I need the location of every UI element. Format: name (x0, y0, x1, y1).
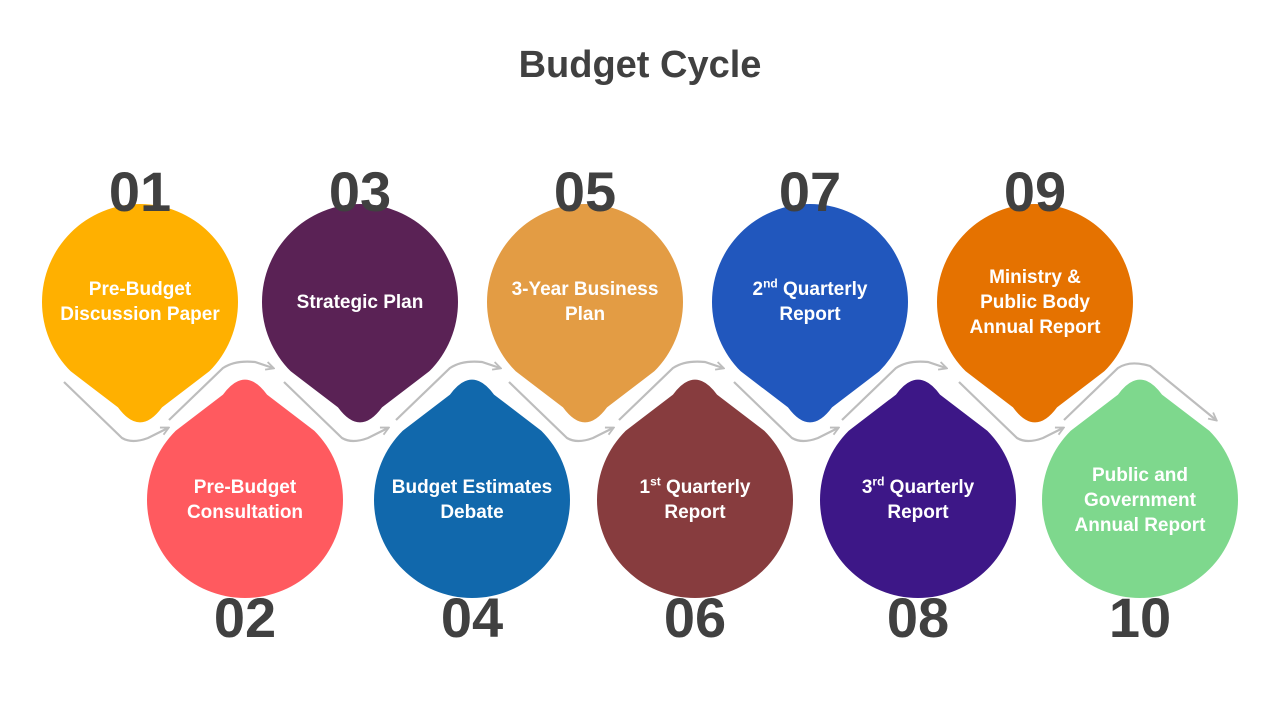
step-drop-01 (41, 203, 239, 423)
ordinal-suffix: rd (872, 474, 885, 489)
step-number-06: 06 (664, 586, 726, 649)
step-label-line: Public and (1091, 464, 1189, 486)
step-label-line: Discussion Paper (60, 304, 220, 325)
connector-arrow (733, 381, 838, 443)
connector-arrow (618, 360, 723, 421)
connector-arrow (508, 381, 613, 443)
step-label-line: Public Body (980, 291, 1090, 313)
connector-arrow (841, 360, 946, 421)
step-label-line: Strategic Plan (296, 291, 424, 313)
ordinal-number: 3 (861, 477, 873, 498)
step-label-03: Strategic Plan (275, 247, 445, 357)
step-label-06: 1st Quarterly Report (610, 445, 780, 555)
step-label-line: 2nd Quarterly (752, 277, 867, 302)
step-number-03: 03 (329, 160, 391, 223)
step-label-line: Annual Report (969, 316, 1101, 338)
step-drop-04 (373, 379, 570, 598)
step-label-line: 3rd Quarterly (862, 475, 974, 500)
step-drop-03 (261, 203, 458, 423)
step-label-line: Pre-Budget (88, 279, 192, 300)
step-label-04: Budget Estimates Debate (387, 445, 557, 555)
step-number-10: 10 (1109, 586, 1171, 649)
step-label-line: Consultation (186, 502, 304, 523)
step-label-02: Pre-Budget Consultation (160, 445, 330, 555)
step-label-line: Report (887, 502, 949, 523)
step-label-line: Ministry & (989, 266, 1081, 288)
ordinal-suffix: st (650, 474, 661, 489)
step-label-line: Budget Estimates (391, 477, 553, 498)
label-text: Quarterly (660, 477, 751, 498)
label-text: Quarterly (884, 477, 975, 498)
step-label-08: 3rd Quarterly Report (833, 445, 1003, 555)
ordinal-number: 2 (752, 279, 764, 300)
connector-arrow (283, 381, 388, 443)
step-label-line: Report (664, 502, 726, 523)
step-label-line: 1st Quarterly (639, 475, 750, 500)
step-label-line: Government (1084, 489, 1196, 511)
step-drop-08 (820, 379, 1016, 598)
connector-arrow (395, 360, 500, 421)
step-number-02: 02 (214, 586, 276, 649)
step-drop-02 (147, 379, 343, 598)
label-text: Quarterly (777, 279, 868, 300)
step-label-line: Annual Report (1074, 514, 1206, 536)
step-label-line: 3-Year Business (511, 279, 659, 300)
step-number-08: 08 (887, 586, 949, 649)
step-drop-05 (487, 203, 684, 423)
step-drop-07 (711, 203, 908, 423)
step-drops (41, 203, 1238, 598)
step-label-line: Plan (564, 304, 606, 325)
step-drop-09 (937, 204, 1133, 423)
step-number-09: 09 (1004, 160, 1066, 223)
step-label-line: Debate (440, 502, 504, 523)
step-drop-10 (1042, 379, 1238, 598)
step-label-10: Public and Government Annual Report (1055, 445, 1225, 555)
connector-lines (63, 360, 1216, 443)
step-numbers: 01 02 03 04 05 06 07 08 09 10 (109, 160, 1171, 649)
step-label-line: Report (779, 304, 841, 325)
step-drop-06 (597, 379, 794, 598)
step-label-01: Pre-Budget Discussion Paper (55, 247, 225, 357)
step-number-07: 07 (779, 160, 841, 223)
step-label-07: 2nd Quarterly Report (725, 247, 895, 357)
step-label-line: Pre-Budget (193, 477, 297, 498)
connector-arrow (958, 381, 1063, 443)
step-number-01: 01 (109, 160, 171, 223)
connector-arrow-final (1063, 362, 1216, 420)
diagram-title: Budget Cycle (518, 44, 762, 86)
step-label-05: 3-Year Business Plan (500, 247, 670, 357)
ordinal-suffix: nd (763, 276, 778, 291)
step-number-05: 05 (554, 160, 616, 223)
ordinal-number: 1 (639, 477, 651, 498)
connector-arrow (63, 381, 168, 443)
step-label-09: Ministry & Public Body Annual Report (950, 247, 1120, 357)
step-number-04: 04 (441, 586, 503, 649)
connector-arrow (168, 360, 273, 421)
